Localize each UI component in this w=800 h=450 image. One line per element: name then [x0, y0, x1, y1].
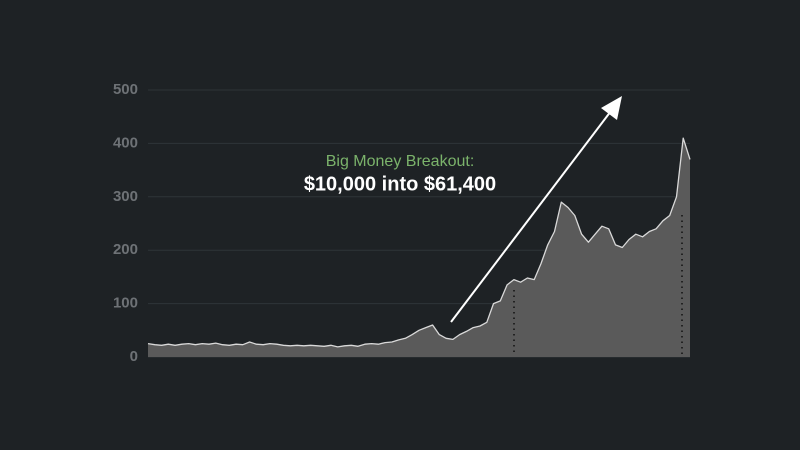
annotation-subtitle: $10,000 into $61,400	[304, 173, 496, 195]
annotation-title: Big Money Breakout:	[326, 153, 475, 170]
y-tick-label: 500	[113, 81, 138, 98]
grid: 0 100 200 300 400 500	[113, 81, 690, 365]
arrow-shaft	[450, 110, 612, 323]
area-line	[147, 137, 691, 348]
y-tick-label: 0	[130, 348, 138, 365]
y-tick-label: 300	[113, 188, 138, 205]
area-fill	[148, 138, 690, 357]
y-tick-label: 100	[113, 295, 138, 312]
arrow-head	[601, 96, 622, 120]
y-tick-label: 400	[113, 134, 138, 151]
y-tick-label: 200	[113, 241, 138, 258]
plot	[147, 137, 691, 357]
